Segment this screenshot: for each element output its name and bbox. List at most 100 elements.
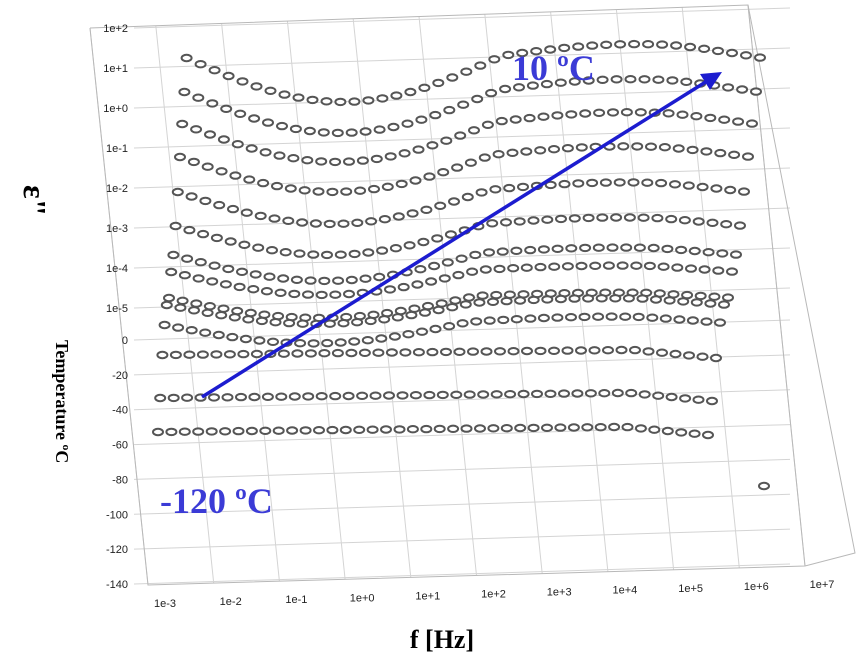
data-point xyxy=(665,392,678,402)
data-point xyxy=(398,149,411,158)
data-point xyxy=(602,346,614,355)
data-point xyxy=(526,81,539,90)
data-point xyxy=(571,389,584,398)
data-point xyxy=(497,315,510,325)
data-point xyxy=(199,196,212,206)
data-point xyxy=(234,109,247,119)
data-point xyxy=(165,267,178,277)
data-point xyxy=(163,293,175,303)
data-point xyxy=(417,237,430,247)
data-point xyxy=(229,171,242,180)
data-point xyxy=(517,182,529,192)
data-point xyxy=(493,264,506,274)
data-point xyxy=(460,424,473,433)
x-gridline xyxy=(352,18,412,578)
data-point xyxy=(453,347,466,356)
data-point xyxy=(595,294,608,303)
data-point xyxy=(514,296,527,305)
data-point xyxy=(331,348,344,358)
data-point xyxy=(434,201,447,211)
data-point xyxy=(266,246,278,255)
data-point xyxy=(541,215,554,224)
data-point xyxy=(520,263,533,272)
data-point xyxy=(273,151,286,160)
data-point xyxy=(651,213,664,223)
data-point xyxy=(575,346,587,355)
data-point xyxy=(365,217,378,226)
data-point xyxy=(183,225,196,235)
data-point xyxy=(326,425,339,435)
data-point xyxy=(696,182,709,192)
data-point xyxy=(227,204,239,214)
data-point xyxy=(575,261,588,271)
data-point xyxy=(321,338,334,348)
data-point xyxy=(510,246,523,256)
data-point xyxy=(513,217,526,226)
series-trace xyxy=(167,243,742,286)
data-point xyxy=(675,428,688,437)
data-point xyxy=(152,427,164,437)
data-point xyxy=(672,144,685,153)
data-point xyxy=(471,94,484,104)
annotation-high: 10 ºC xyxy=(512,48,595,88)
data-point xyxy=(263,272,276,281)
data-point xyxy=(203,302,216,311)
data-point xyxy=(254,211,267,221)
series-trace xyxy=(171,178,750,229)
data-point xyxy=(448,197,460,206)
data-point xyxy=(561,262,574,271)
data-point xyxy=(673,315,686,324)
data-point xyxy=(632,312,645,322)
data-point xyxy=(286,426,299,435)
data-point xyxy=(449,296,462,305)
data-point xyxy=(174,303,187,312)
data-point xyxy=(414,265,427,274)
data-point xyxy=(494,347,506,356)
data-point xyxy=(530,47,543,56)
data-point xyxy=(404,87,417,97)
data-point xyxy=(582,294,595,303)
data-point xyxy=(387,122,400,132)
y-tick-label: 1e+2 xyxy=(103,23,128,35)
y-gridline xyxy=(133,563,791,585)
data-point xyxy=(662,109,675,118)
data-point xyxy=(750,87,762,96)
data-point xyxy=(409,391,422,400)
data-point xyxy=(231,140,244,149)
data-point xyxy=(375,334,388,343)
data-point xyxy=(738,187,750,196)
data-point xyxy=(608,422,621,432)
data-point xyxy=(315,290,328,300)
data-point xyxy=(278,90,291,99)
data-point xyxy=(259,148,272,157)
data-point xyxy=(205,427,218,436)
series-trace xyxy=(152,422,714,440)
y-tick-label: 1e-4 xyxy=(106,263,128,275)
data-point xyxy=(245,426,258,436)
data-point xyxy=(565,244,578,253)
data-point xyxy=(348,97,361,106)
data-point xyxy=(384,152,397,161)
data-point xyxy=(568,77,581,86)
data-point xyxy=(228,313,241,322)
y-gridline xyxy=(133,389,791,411)
data-point xyxy=(607,108,619,117)
data-point xyxy=(565,313,577,322)
data-point xyxy=(294,339,307,348)
data-point xyxy=(361,336,374,345)
data-point xyxy=(631,142,644,151)
data-point xyxy=(431,234,444,243)
data-point xyxy=(565,110,578,119)
data-point xyxy=(652,391,665,400)
data-point xyxy=(343,289,355,299)
data-point xyxy=(176,296,189,305)
data-point xyxy=(422,301,434,311)
x-tick-label: 1e+1 xyxy=(415,590,440,602)
data-point xyxy=(208,393,220,402)
data-point xyxy=(496,247,509,256)
data-point xyxy=(351,218,364,228)
data-point xyxy=(702,248,715,257)
data-point xyxy=(520,147,533,156)
data-point xyxy=(481,120,494,130)
data-point xyxy=(593,108,606,118)
